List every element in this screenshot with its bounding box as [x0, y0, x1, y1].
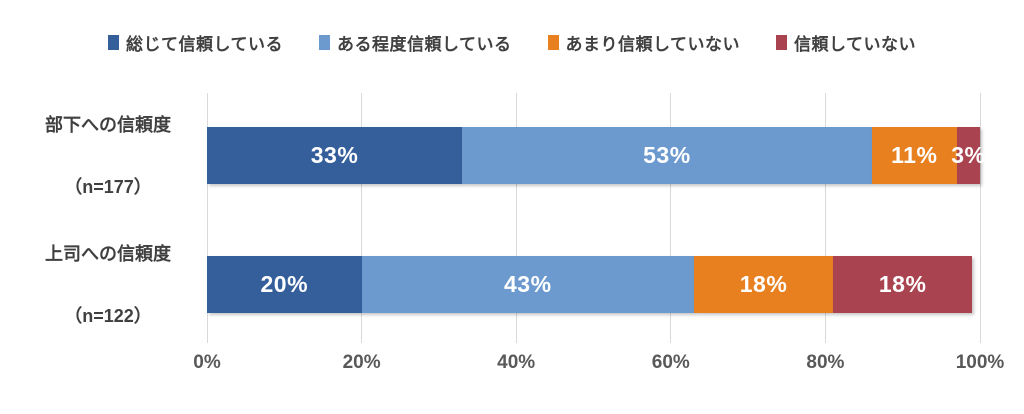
legend-item: あまり信頼していない	[547, 30, 741, 55]
bar-segment-value-label: 18%	[739, 271, 788, 297]
category-label: 上司への信頼度 （n=122）	[18, 243, 198, 327]
legend-item: 総じて信頼している	[108, 30, 283, 55]
bar-segment-value-label: 18%	[878, 271, 927, 297]
category-label-sample-size: （n=177）	[64, 176, 152, 197]
gridline	[361, 93, 363, 343]
bar-row: 20% 43% 18% 18%	[207, 256, 980, 313]
x-axis-tick-label: 0%	[193, 352, 221, 373]
legend-label: ある程度信頼している	[337, 35, 512, 54]
bar-segment-value-label: 11%	[891, 142, 938, 168]
bar-segment: 18%	[833, 256, 973, 313]
bar-segment: 3%	[951, 127, 985, 184]
legend-item: 信頼していない	[776, 30, 916, 55]
gridline	[670, 93, 672, 343]
chart-legend: 総じて信頼している ある程度信頼している あまり信頼していない 信頼していない	[0, 30, 1024, 55]
x-axis-tick-label: 20%	[342, 352, 381, 373]
legend-item: ある程度信頼している	[319, 30, 512, 55]
bar-segment-value-label: 20%	[260, 271, 309, 297]
legend-swatch-icon	[319, 35, 330, 50]
x-axis-tick-label: 60%	[651, 352, 690, 373]
gridline	[979, 93, 981, 343]
legend-label: 総じて信頼している	[126, 35, 283, 54]
legend-label: あまり信頼していない	[565, 35, 740, 54]
bar-segment-value-label: 53%	[643, 142, 691, 168]
x-axis-tick-label: 40%	[497, 352, 536, 373]
bar-segment: 33%	[207, 127, 463, 184]
category-label-sample-size: （n=122）	[64, 305, 152, 326]
bar-segment-value-label: 3%	[951, 142, 986, 168]
x-axis-tick-label: 100%	[955, 352, 1005, 373]
legend-label: 信頼していない	[794, 35, 916, 54]
gridline	[824, 93, 826, 343]
x-axis-tick-label: 80%	[806, 352, 845, 373]
bar-segment: 43%	[361, 256, 694, 313]
bar-segment-value-label: 43%	[504, 271, 552, 297]
category-label-title: 部下への信頼度	[45, 114, 171, 135]
bar-segment: 53%	[462, 127, 872, 184]
bar-row: 33% 53% 11% 3%	[207, 127, 985, 184]
legend-swatch-icon	[776, 35, 787, 50]
category-label: 部下への信頼度 （n=177）	[18, 114, 198, 198]
bar-segment-value-label: 33%	[310, 142, 359, 168]
bar-segment: 18%	[693, 256, 834, 313]
legend-swatch-icon	[547, 35, 559, 50]
plot-area: 33% 53% 11% 3% 20% 43% 18% 18%	[206, 93, 985, 343]
gridline	[515, 93, 517, 343]
bar-segment: 20%	[207, 256, 362, 313]
legend-swatch-icon	[108, 35, 119, 50]
category-label-title: 上司への信頼度	[45, 243, 171, 264]
bar-segment: 11%	[871, 127, 957, 184]
gridline	[206, 93, 208, 343]
